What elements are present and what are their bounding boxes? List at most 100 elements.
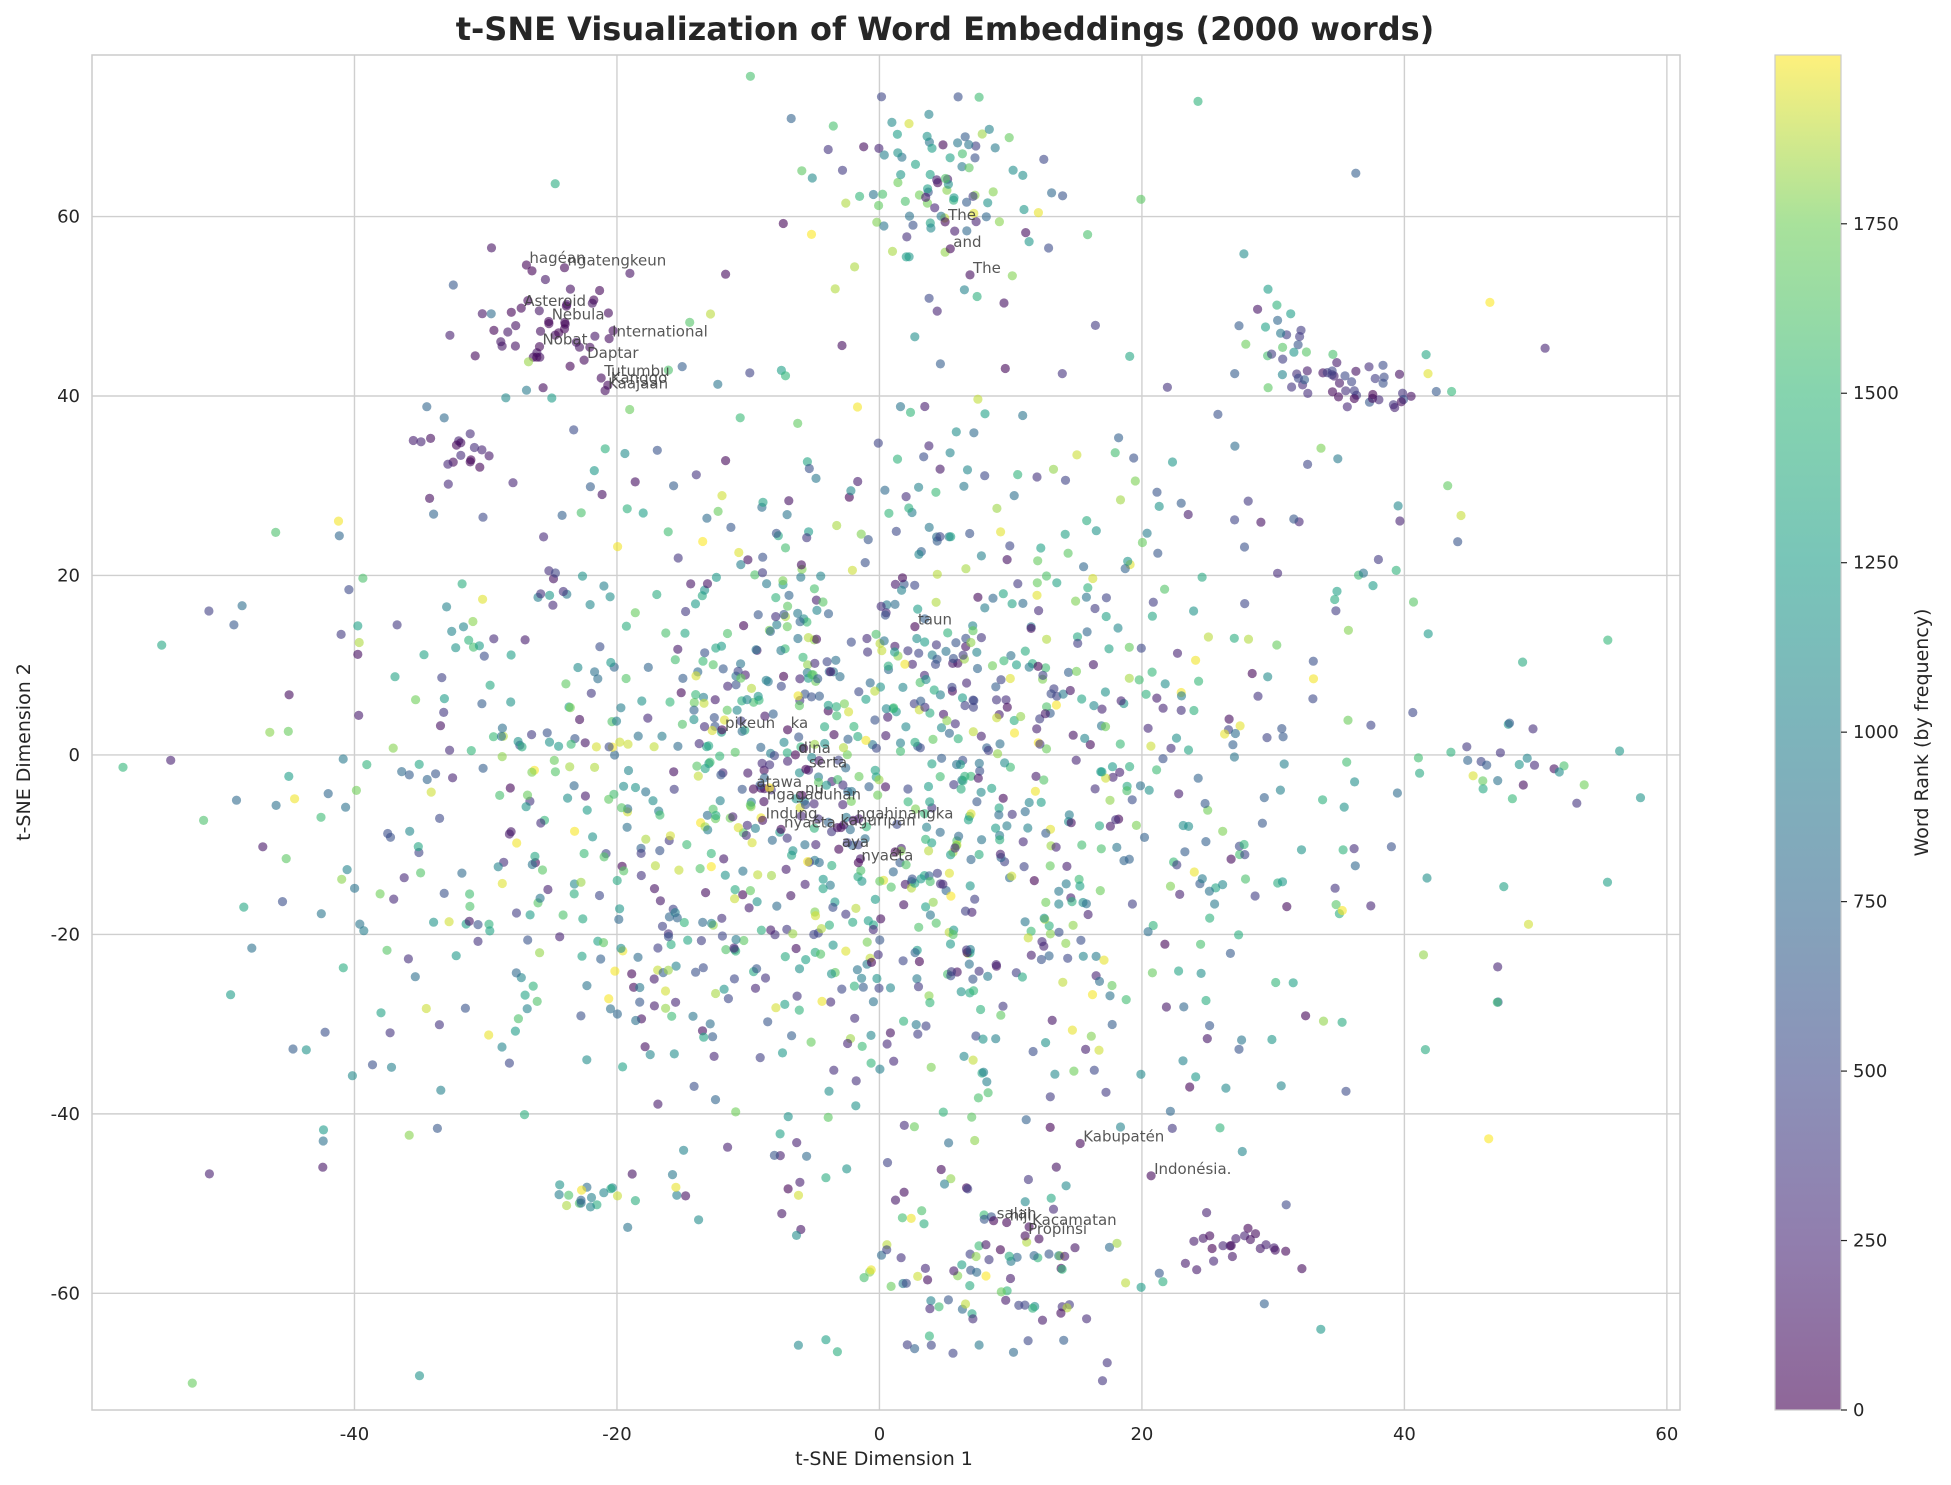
scatter-point bbox=[995, 849, 1006, 859]
scatter-point bbox=[1393, 501, 1403, 511]
scatter-point bbox=[680, 628, 690, 638]
scatter-point bbox=[832, 711, 842, 721]
scatter-point bbox=[1034, 606, 1044, 616]
scatter-point bbox=[1230, 369, 1240, 379]
scatter-point bbox=[1172, 860, 1182, 870]
scatter-point bbox=[1024, 662, 1034, 672]
scatter-point bbox=[927, 143, 937, 153]
scatter-point bbox=[880, 782, 891, 792]
scatter-point bbox=[1143, 927, 1153, 937]
scatter-point bbox=[1540, 343, 1550, 353]
scatter-point bbox=[717, 931, 728, 941]
scatter-point bbox=[925, 1304, 935, 1314]
scatter-point bbox=[484, 451, 494, 461]
scatter-point bbox=[1082, 1314, 1092, 1324]
scatter-point bbox=[706, 848, 716, 859]
scatter-point bbox=[1032, 724, 1042, 734]
scatter-point bbox=[385, 1028, 395, 1038]
scatter-point bbox=[1139, 832, 1150, 843]
scatter-point bbox=[866, 1058, 876, 1068]
scatter-point bbox=[1023, 1336, 1033, 1346]
scatter-point bbox=[1522, 753, 1532, 763]
scatter-point bbox=[938, 140, 948, 150]
scatter-point bbox=[838, 780, 848, 790]
scatter-point bbox=[946, 850, 956, 860]
scatter-point bbox=[562, 1200, 572, 1211]
scatter-point bbox=[729, 943, 739, 953]
scatter-point bbox=[390, 672, 400, 682]
scatter-point bbox=[1349, 393, 1359, 404]
scatter-point bbox=[1019, 204, 1029, 215]
scatter-point bbox=[301, 1045, 311, 1055]
scatter-point bbox=[1002, 702, 1012, 712]
scatter-point bbox=[527, 730, 537, 740]
scatter-point bbox=[1392, 788, 1402, 798]
scatter-point bbox=[758, 497, 768, 507]
scatter-point bbox=[921, 674, 931, 685]
scatter-point bbox=[625, 268, 635, 278]
scatter-point bbox=[597, 489, 607, 500]
scatter-point bbox=[795, 674, 805, 684]
scatter-point bbox=[1431, 386, 1441, 397]
scatter-point bbox=[820, 738, 830, 749]
scatter-point bbox=[1039, 775, 1049, 785]
scatter-point bbox=[1167, 457, 1178, 467]
scatter-point bbox=[723, 681, 733, 691]
colorbar-tick-label: 1250 bbox=[1853, 553, 1899, 574]
scatter-point bbox=[1054, 886, 1064, 896]
scatter-point bbox=[944, 728, 955, 738]
scatter-point bbox=[779, 609, 789, 620]
scatter-point bbox=[935, 359, 946, 369]
scatter-point bbox=[1026, 623, 1036, 634]
scatter-point bbox=[1504, 718, 1515, 728]
scatter-point bbox=[764, 783, 775, 793]
scatter-point bbox=[719, 984, 729, 994]
colorbar-tick-label: 0 bbox=[1853, 1400, 1864, 1421]
scatter-point bbox=[811, 473, 821, 483]
scatter-point bbox=[838, 743, 849, 753]
scatter-point bbox=[761, 675, 771, 685]
scatter-point bbox=[848, 815, 858, 826]
scatter-point bbox=[873, 950, 883, 960]
scatter-point bbox=[1213, 409, 1223, 419]
scatter-point bbox=[874, 775, 884, 785]
scatter-point bbox=[344, 585, 354, 595]
scatter-point bbox=[320, 1027, 330, 1037]
scatter-point bbox=[414, 1371, 425, 1381]
point-annotation-label: ngahinangka bbox=[856, 804, 953, 822]
scatter-point bbox=[1054, 899, 1064, 909]
scatter-point bbox=[1230, 515, 1240, 525]
scatter-point bbox=[999, 656, 1009, 666]
scatter-point bbox=[873, 790, 883, 800]
scatter-point bbox=[782, 748, 792, 758]
point-annotation-label: ka bbox=[791, 714, 809, 732]
scatter-point bbox=[1048, 464, 1059, 474]
scatter-point bbox=[809, 799, 819, 809]
scatter-point bbox=[823, 1112, 833, 1122]
scatter-point bbox=[876, 92, 887, 102]
scatter-point bbox=[823, 700, 833, 710]
scatter-point bbox=[957, 162, 967, 172]
scatter-point bbox=[967, 1112, 977, 1122]
scatter-point bbox=[565, 703, 575, 713]
scatter-point bbox=[745, 368, 755, 378]
scatter-point bbox=[902, 232, 912, 242]
scatter-point bbox=[994, 803, 1004, 813]
scatter-point bbox=[1026, 950, 1036, 960]
scatter-point bbox=[972, 663, 983, 674]
scatter-point bbox=[1097, 767, 1107, 777]
scatter-point bbox=[996, 1010, 1006, 1020]
scatter-point bbox=[722, 628, 733, 639]
scatter-point bbox=[1205, 913, 1215, 923]
scatter-point bbox=[895, 402, 906, 412]
scatter-point bbox=[569, 889, 579, 899]
scatter-point bbox=[827, 860, 837, 871]
scatter-point bbox=[536, 589, 546, 599]
scatter-point bbox=[663, 527, 673, 537]
scatter-point bbox=[793, 1340, 804, 1350]
scatter-point bbox=[1308, 694, 1318, 704]
scatter-point bbox=[1124, 673, 1134, 683]
scatter-point bbox=[1162, 382, 1172, 392]
scatter-point bbox=[931, 918, 941, 928]
scatter-point bbox=[925, 998, 935, 1008]
